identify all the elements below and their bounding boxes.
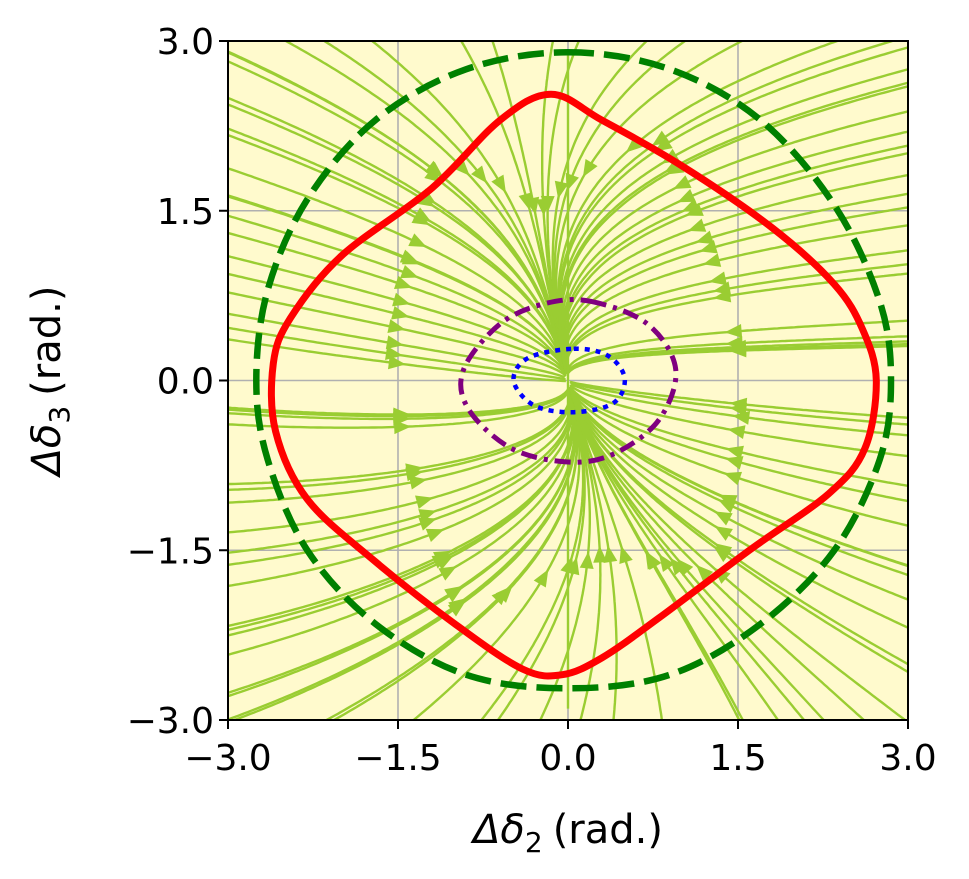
streamline-arrow — [723, 471, 743, 486]
streamline-arrow — [729, 397, 748, 412]
streamline-arrow — [582, 158, 598, 178]
x-axis-subscript: 2 — [525, 826, 543, 859]
streamline-arrow — [708, 271, 727, 286]
x-axis-symbol: Δδ — [470, 807, 525, 853]
streamline-arrow — [727, 425, 746, 440]
streamline-arrow — [448, 598, 467, 614]
y-tick-label: −1.5 — [127, 531, 214, 572]
streamline-arrow — [393, 408, 411, 423]
streamline-arrow — [714, 511, 733, 526]
streamline-arrow — [699, 239, 718, 254]
streamline-arrow — [654, 136, 673, 152]
streamline-arrow — [687, 218, 707, 232]
streamline-arrow — [425, 528, 445, 542]
region-curve-solid — [267, 90, 880, 680]
streamline-arrow — [729, 343, 747, 358]
streamline-arrow — [535, 198, 550, 217]
y-axis-subscript: 3 — [43, 406, 76, 424]
streamline-arrow — [518, 192, 533, 211]
y-tick-label: −3.0 — [127, 701, 214, 742]
streamline-arrow — [491, 174, 506, 193]
region-curve-dashed — [253, 49, 895, 692]
streamline-arrow — [387, 319, 406, 333]
streamline-arrow — [394, 275, 413, 290]
x-axis-label: Δδ2 (rad.) — [470, 807, 663, 859]
x-tick-label: 1.5 — [709, 738, 766, 779]
ticks: −3.0 −1.5 0.0 1.5 3.0 −3.0 −1.5 0.0 1.5 3.0 — [127, 22, 937, 779]
streamline-arrow — [725, 445, 744, 460]
streamline-arrow — [718, 495, 738, 509]
streamline-arrow — [677, 188, 696, 203]
streamline-arrow — [603, 545, 618, 563]
streamline-arrow — [400, 265, 419, 279]
streamline-arrow — [664, 157, 683, 173]
y-axis-label: Δδ3 (rad.) — [24, 286, 76, 479]
streamline-arrow — [438, 566, 457, 581]
streamlines — [228, 41, 908, 720]
streamline-arrow — [676, 558, 694, 577]
streamline-arrow — [413, 207, 432, 222]
y-tick-label: 1.5 — [157, 192, 214, 233]
x-tick-label: 0.0 — [539, 738, 596, 779]
streamline-arrow — [392, 292, 411, 307]
x-tick-label: −1.5 — [354, 738, 441, 779]
streamline-arrow — [669, 557, 686, 576]
streamline-arrow — [495, 585, 513, 603]
streamline-arrow — [444, 587, 463, 603]
streamline-arrow — [714, 526, 733, 541]
y-tick-label: 0.0 — [157, 362, 214, 403]
streamline-arrow — [452, 158, 470, 176]
streamline-arrow — [673, 175, 692, 190]
streamline-arrow — [702, 253, 722, 267]
streamline-arrow — [646, 551, 662, 571]
x-tick-label: 3.0 — [879, 738, 936, 779]
streamline-arrow — [713, 288, 732, 303]
streamline-arrow — [619, 545, 633, 565]
streamline-arrow — [696, 564, 714, 582]
streamline-arrow — [695, 230, 714, 244]
streamline-arrow — [415, 495, 434, 509]
streamline-arrow — [533, 569, 549, 588]
streamline-arrow — [391, 305, 410, 320]
streamline-arrow — [658, 554, 675, 572]
streamline-arrow — [525, 196, 540, 215]
y-axis-unit: (rad.) — [24, 286, 70, 396]
streamline-arrow — [418, 517, 437, 531]
x-tick-label: −3.0 — [184, 738, 271, 779]
streamline-arrow — [387, 355, 406, 370]
streamline-arrow — [681, 198, 700, 212]
streamline-arrow — [385, 335, 404, 350]
streamline-arrow — [713, 546, 732, 563]
streamline-arrow — [385, 346, 403, 360]
streamline-arrow — [593, 545, 608, 563]
streamline-arrow — [554, 180, 569, 199]
y-tick-label: 3.0 — [157, 22, 214, 63]
streamline-arrow — [425, 161, 444, 178]
streamline-arrow — [724, 323, 743, 338]
streamline-arrow — [471, 165, 488, 184]
streamline-arrow — [579, 551, 594, 570]
region-curve-dotted — [511, 346, 628, 415]
streamline-arrow — [409, 475, 428, 490]
region-curve-dashdot — [458, 297, 679, 465]
streamline-arrow — [625, 136, 644, 153]
streamline-arrow — [725, 456, 744, 470]
y-axis-symbol: Δδ — [24, 424, 70, 479]
x-axis-unit: (rad.) — [553, 807, 663, 853]
streamline-arrow — [408, 233, 427, 247]
streamline-arrow — [393, 420, 412, 435]
streamline-arrow — [401, 251, 421, 265]
region-curves — [253, 49, 895, 692]
streamline-arrow — [435, 555, 454, 570]
